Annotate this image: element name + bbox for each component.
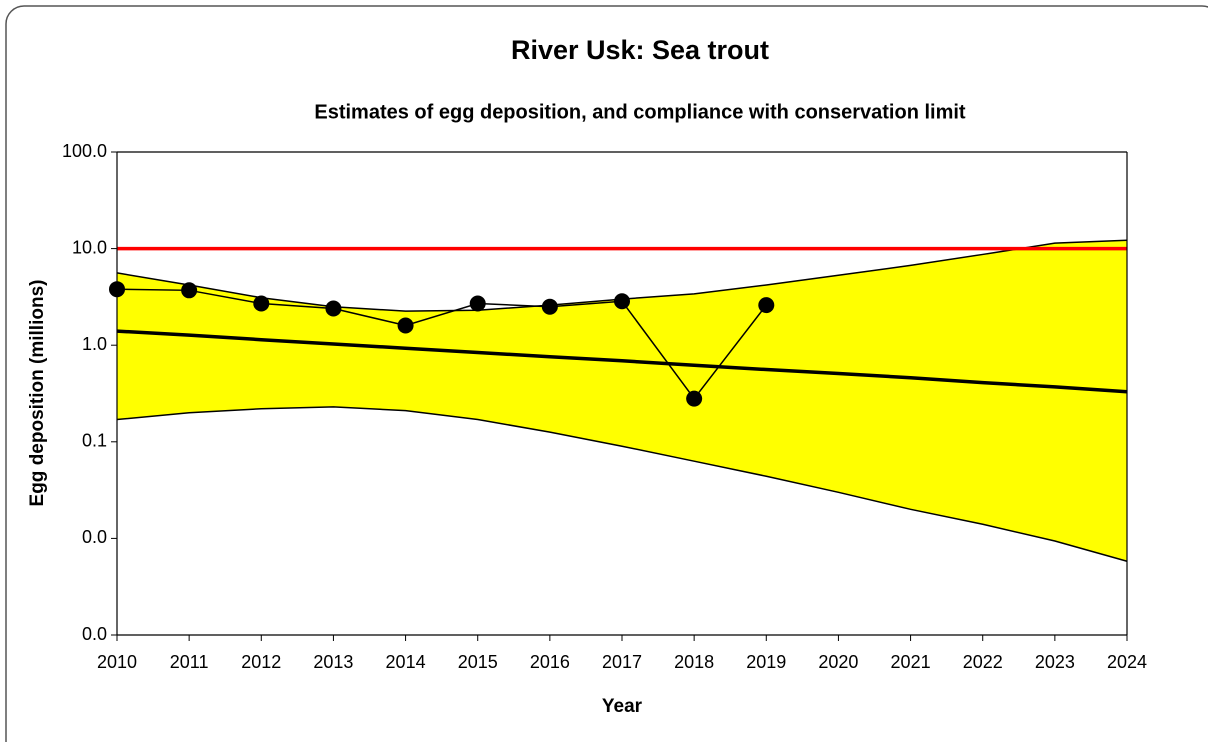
y-tick-label: 10.0 bbox=[72, 237, 107, 257]
x-tick-label: 2021 bbox=[891, 652, 931, 672]
data-point bbox=[325, 300, 342, 317]
data-point bbox=[469, 295, 486, 312]
data-point bbox=[686, 390, 703, 407]
x-tick-label: 2024 bbox=[1107, 652, 1147, 672]
data-point bbox=[614, 293, 630, 310]
y-tick-label: 1.0 bbox=[82, 334, 107, 354]
x-tick-label: 2022 bbox=[963, 652, 1003, 672]
x-tick-label: 2012 bbox=[241, 652, 281, 672]
x-tick-label: 2013 bbox=[313, 652, 353, 672]
band-lower-line bbox=[116, 406, 1128, 562]
data-point bbox=[253, 295, 270, 312]
x-tick-label: 2020 bbox=[818, 652, 858, 672]
y-tick-label: 100.0 bbox=[62, 141, 107, 161]
data-point bbox=[181, 282, 198, 299]
x-tick-label: 2017 bbox=[602, 652, 642, 672]
x-tick-label: 2015 bbox=[458, 652, 498, 672]
x-tick-label: 2019 bbox=[746, 652, 786, 672]
data-point bbox=[758, 297, 775, 314]
x-tick-label: 2011 bbox=[170, 652, 209, 672]
x-tick-label: 2023 bbox=[1035, 652, 1075, 672]
trend-line bbox=[116, 329, 1128, 394]
x-tick-label: 2014 bbox=[386, 652, 426, 672]
x-axis-label: Year bbox=[602, 696, 643, 717]
confidence-band bbox=[117, 240, 1127, 562]
x-tick-label: 2016 bbox=[530, 652, 570, 672]
chart-subtitle: Estimates of egg deposition, and complia… bbox=[314, 101, 966, 123]
data-point bbox=[541, 298, 558, 315]
y-tick-label: 0.0 bbox=[82, 527, 107, 547]
x-tick-label: 2010 bbox=[97, 652, 137, 672]
data-point bbox=[397, 317, 414, 334]
x-tick-label: 2018 bbox=[674, 652, 714, 672]
series-line bbox=[116, 288, 767, 400]
y-tick-label: 0.1 bbox=[82, 431, 107, 451]
chart-title: River Usk: Sea trout bbox=[511, 35, 769, 65]
y-tick-label: 0.0 bbox=[82, 624, 107, 644]
y-axis-label: Egg deposition (millions) bbox=[27, 280, 48, 507]
